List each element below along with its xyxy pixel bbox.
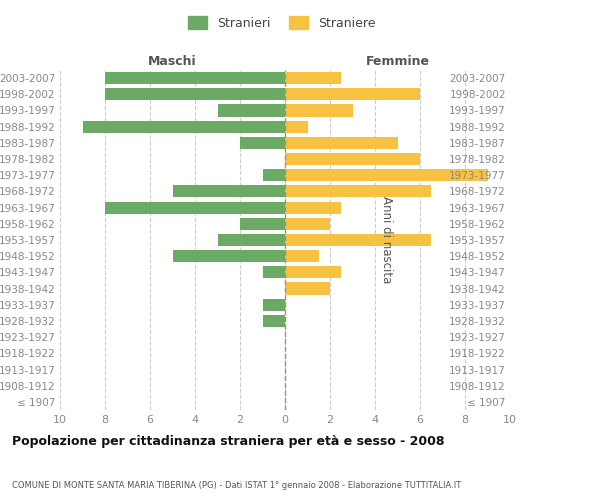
Bar <box>83 120 285 132</box>
Bar <box>285 120 308 132</box>
Bar <box>263 169 285 181</box>
Bar <box>285 202 341 213</box>
Text: COMUNE DI MONTE SANTA MARIA TIBERINA (PG) - Dati ISTAT 1° gennaio 2008 - Elabora: COMUNE DI MONTE SANTA MARIA TIBERINA (PG… <box>12 481 461 490</box>
Bar <box>285 282 330 294</box>
Bar <box>105 72 285 84</box>
Bar <box>263 266 285 278</box>
Bar <box>285 218 330 230</box>
Bar <box>218 104 285 117</box>
Legend: Stranieri, Straniere: Stranieri, Straniere <box>184 11 380 35</box>
Bar <box>285 153 420 165</box>
Bar <box>285 137 398 149</box>
Bar <box>173 186 285 198</box>
Text: Popolazione per cittadinanza straniera per età e sesso - 2008: Popolazione per cittadinanza straniera p… <box>12 434 445 448</box>
Bar <box>285 250 319 262</box>
Bar <box>285 104 353 117</box>
Bar <box>285 88 420 101</box>
Bar <box>285 72 341 84</box>
Y-axis label: Anni di nascita: Anni di nascita <box>380 196 392 284</box>
Text: Femmine: Femmine <box>365 54 430 68</box>
Bar <box>285 186 431 198</box>
Bar <box>240 137 285 149</box>
Bar <box>240 218 285 230</box>
Bar <box>173 250 285 262</box>
Bar <box>105 88 285 101</box>
Bar <box>263 298 285 311</box>
Text: Maschi: Maschi <box>148 54 197 68</box>
Bar <box>285 266 341 278</box>
Bar <box>105 202 285 213</box>
Bar <box>285 234 431 246</box>
Bar <box>218 234 285 246</box>
Bar <box>263 315 285 327</box>
Bar <box>285 169 487 181</box>
